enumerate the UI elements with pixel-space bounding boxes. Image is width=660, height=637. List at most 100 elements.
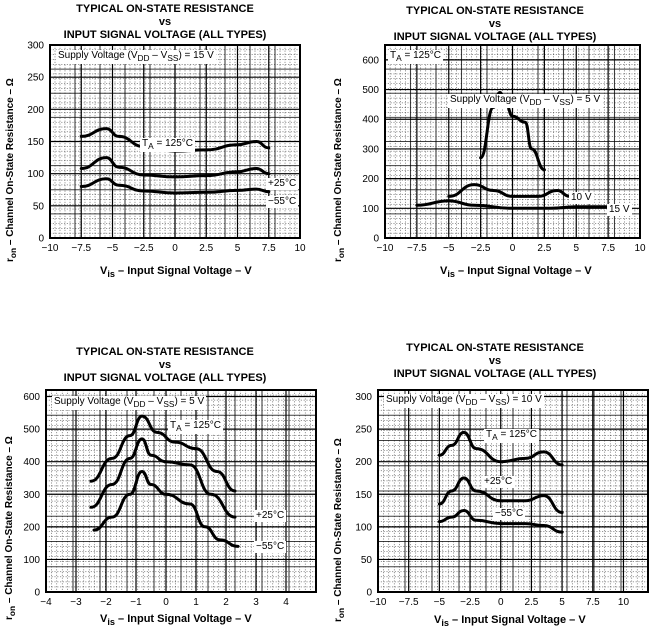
supply-voltage-label: Supply Voltage (VDD – VSS) = 5 V	[52, 396, 207, 410]
x-tick-label: 0	[172, 243, 178, 254]
x-tick-label: −7.5	[71, 243, 91, 254]
title-line-1: TYPICAL ON-STATE RESISTANCE	[76, 346, 254, 358]
ta-label: TA = 125°C	[388, 50, 443, 64]
title-line-2: vs	[158, 359, 172, 371]
title-line-3: INPUT SIGNAL VOLTAGE (ALL TYPES)	[63, 372, 267, 384]
chart-panel-5v: TYPICAL ON-STATE RESISTANCE vs INPUT SIG…	[0, 330, 330, 637]
x-tick-label: −5	[434, 597, 446, 608]
x-axis-label: Vis – Input Signal Voltage – V	[440, 265, 592, 280]
series-line	[447, 183, 572, 198]
plot-area: −4 −3 −2 −1 0 1 2 3 4 0 100 200 300 400 500 600	[23, 389, 317, 608]
y-tick-label: 600	[23, 392, 40, 403]
y-tick-label: 200	[355, 457, 372, 468]
y-tick-label: 300	[27, 41, 44, 52]
ta-label: TA = 125°C	[168, 420, 223, 434]
chart-panel-10v: TYPICAL ON-STATE RESISTANCE vs INPUT SIG…	[330, 330, 660, 637]
chart-title: TYPICAL ON-STATE RESISTANCE vs INPUT SIG…	[0, 3, 330, 42]
title-line-2: vs	[488, 355, 502, 367]
x-tick-label: −3	[70, 597, 82, 608]
y-tick-label: 250	[355, 425, 372, 436]
y-tick-label: 500	[23, 425, 40, 436]
x-tick-label: 5	[573, 243, 579, 254]
y-axis-label: ron – Channel On-State Resistance – Ω	[333, 78, 346, 262]
y-tick-label: 250	[27, 73, 44, 84]
ta-label: TA = 125°C	[484, 429, 539, 443]
y-tick-label: 300	[23, 490, 40, 501]
chart-title: TYPICAL ON-STATE RESISTANCE vs INPUT SIG…	[330, 342, 660, 381]
y-tick-label: 0	[34, 588, 40, 599]
x-tick-label: 0	[163, 597, 169, 608]
x-tick-label: −4	[40, 597, 52, 608]
y-axis-label: ron – Channel On-State Resistance – Ω	[4, 436, 17, 620]
temp-minus55-label: −55°C	[254, 541, 287, 553]
y-tick-label: 200	[23, 522, 40, 533]
x-tick-label: 10	[294, 243, 306, 254]
x-tick-label: −2	[100, 597, 112, 608]
series-line	[89, 437, 237, 519]
y-tick-label: 100	[27, 169, 44, 180]
y-tick-label: 500	[362, 85, 379, 96]
x-tick-label: −1	[130, 597, 142, 608]
x-tick-label: 1	[193, 597, 199, 608]
series-line	[437, 476, 564, 514]
y-tick-label: 0	[366, 588, 372, 599]
x-tick-label: 2	[223, 597, 229, 608]
y-tick-label: 600	[362, 55, 379, 66]
y-tick-label: 50	[33, 201, 45, 212]
y-tick-label: 0	[38, 234, 44, 245]
x-tick-label: 5	[235, 243, 241, 254]
x-axis-label: Vis – Input Signal Voltage – V	[100, 265, 252, 280]
x-tick-label: −7.5	[399, 597, 419, 608]
plot-frame	[377, 389, 649, 593]
y-tick-label: 200	[27, 105, 44, 116]
x-tick-label: −10	[42, 243, 59, 254]
y-tick-label: 100	[355, 522, 372, 533]
x-tick-label: 10	[618, 597, 630, 608]
plot-frame	[384, 44, 641, 239]
title-line-1: TYPICAL ON-STATE RESISTANCE	[76, 3, 254, 15]
y-tick-label: 0	[373, 234, 379, 245]
y-tick-label: 100	[362, 204, 379, 215]
chart-title: TYPICAL ON-STATE RESISTANCE vs INPUT SIG…	[0, 346, 330, 385]
y-tick-label: 300	[355, 392, 372, 403]
x-tick-label: 7.5	[601, 243, 615, 254]
x-tick-label: −2.5	[134, 243, 154, 254]
y-tick-label: 200	[362, 174, 379, 185]
x-tick-label: 5	[559, 597, 565, 608]
title-line-3: INPUT SIGNAL VOLTAGE (ALL TYPES)	[393, 31, 597, 43]
series-line	[437, 509, 564, 534]
plot-frame	[49, 44, 301, 239]
series-line	[415, 199, 610, 210]
label-10v: 10 V	[569, 192, 594, 204]
supply-voltage-label: Supply Voltage (VDD – VSS) = 10 V	[384, 394, 544, 408]
temp-minus55-label: −55°C	[493, 508, 526, 520]
x-tick-label: 3	[253, 597, 259, 608]
x-tick-label: 4	[283, 597, 289, 608]
series-line	[79, 156, 271, 179]
temp-25-label: +25°C	[482, 476, 515, 488]
title-line-1: TYPICAL ON-STATE RESISTANCE	[406, 5, 584, 17]
x-tick-label: 7.5	[586, 597, 600, 608]
chart-title: TYPICAL ON-STATE RESISTANCE vs INPUT SIG…	[330, 5, 660, 44]
plot-area: −10 −7.5 −5 −2.5 0 2.5 5 7.5 1001002003004005006…	[362, 44, 646, 254]
series-line	[79, 177, 271, 195]
x-tick-label: −5	[107, 243, 119, 254]
y-axis-label: ron – Channel On-State Resistance – Ω	[5, 78, 18, 262]
x-tick-label: 7.5	[262, 243, 276, 254]
chart-panel-supply-sweep: TYPICAL ON-STATE RESISTANCE vs INPUT SIG…	[330, 0, 660, 310]
series-line	[89, 414, 237, 493]
temp-25-label: +25°C	[254, 510, 287, 522]
x-tick-label: 0	[510, 243, 516, 254]
title-line-3: INPUT SIGNAL VOLTAGE (ALL TYPES)	[63, 29, 267, 41]
x-axis-label: Vis – Input Signal Voltage – V	[100, 613, 252, 628]
y-tick-label: 400	[362, 115, 379, 126]
x-axis-label: Vis – Input Signal Voltage – V	[434, 614, 586, 629]
label-15v: 15 V	[607, 204, 632, 216]
plot-frame	[45, 389, 317, 593]
y-tick-label: 100	[23, 555, 40, 566]
x-tick-label: 2.5	[537, 243, 551, 254]
title-line-1: TYPICAL ON-STATE RESISTANCE	[406, 342, 584, 354]
x-tick-label: −10	[370, 597, 387, 608]
ta-label: TA = 125°C	[140, 138, 195, 152]
series-line	[92, 470, 240, 548]
